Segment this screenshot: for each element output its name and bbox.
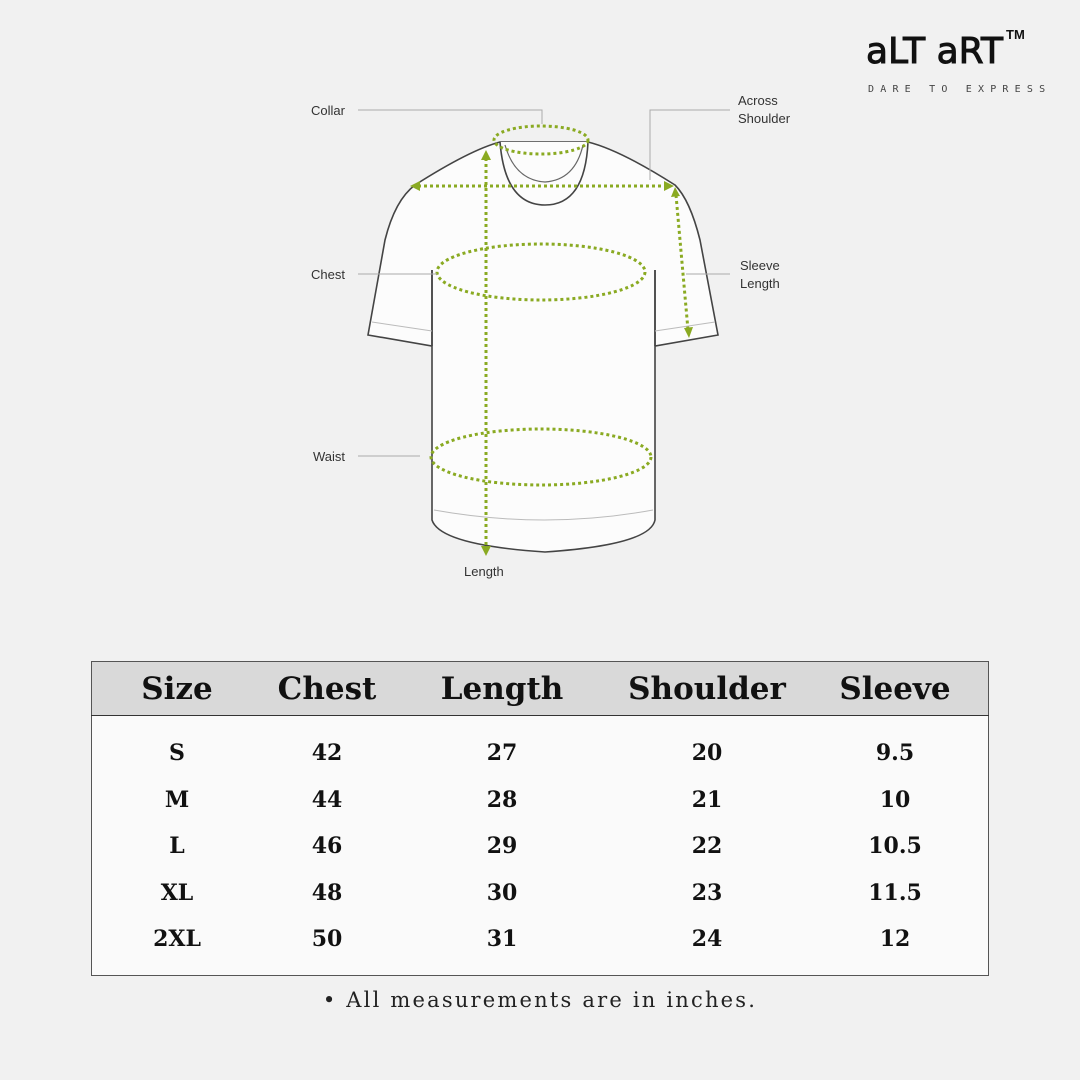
- cell-chest: 50: [311, 926, 343, 953]
- collar-label: Collar: [311, 103, 346, 118]
- sleeve-length-label: Sleeve: [740, 258, 780, 273]
- brand-logo: aLT aRT TM DARE TO EXPRESS: [865, 27, 1066, 108]
- cell-chest: 46: [311, 833, 343, 860]
- table-row: 2XL 50 31 24 12: [92, 916, 989, 975]
- cell-shoulder: 20: [691, 740, 723, 767]
- cell-length: 28: [486, 786, 518, 813]
- cell-sleeve: 10.5: [868, 833, 922, 860]
- cell-sleeve: 12: [879, 926, 911, 953]
- cell-length: 27: [486, 740, 518, 767]
- cell-size: M: [164, 786, 190, 813]
- trademark: TM: [1006, 27, 1025, 42]
- cell-sleeve: 11.5: [868, 879, 922, 906]
- arrow-heads: [410, 150, 693, 556]
- chest-measure: [435, 242, 647, 302]
- header-size: Size: [91, 661, 262, 716]
- cell-sleeve: 10: [879, 786, 911, 813]
- tshirt-measurement-diagram: Collar Across Shoulder Chest Sleeve Leng…: [311, 93, 791, 579]
- table-body: S 42 27 20 9.5 M 44 28 21 10 L 46 29 22 10.5 XL 48 30 23 11…: [91, 715, 989, 975]
- cell-size: S: [169, 740, 185, 767]
- logo-tagline: DARE TO EXPRESS: [868, 84, 1052, 95]
- cell-chest: 42: [311, 740, 343, 767]
- cell-chest: 44: [311, 786, 343, 813]
- sleeve-length-measure: [674, 194, 690, 331]
- leader-lines: [358, 109, 730, 457]
- table-row: L 46 29 22 10.5: [92, 823, 989, 870]
- measurement-note: • All measurements are in inches.: [322, 988, 758, 1012]
- measurement-guides: [418, 124, 690, 548]
- cell-shoulder: 22: [691, 833, 723, 860]
- cell-chest: 48: [311, 879, 343, 906]
- header-length: Length: [392, 661, 612, 716]
- tshirt-outline: [367, 141, 719, 553]
- cell-shoulder: 23: [691, 879, 723, 906]
- waist-measure: [429, 427, 653, 487]
- header-sleeve: Sleeve: [802, 661, 989, 716]
- sleeve-length-label-2: Length: [740, 276, 780, 291]
- table-row: M 44 28 21 10: [92, 777, 989, 824]
- cell-sleeve: 9.5: [875, 740, 915, 767]
- size-chart-table: Size Chest Length Shoulder Sleeve S 42 27 2…: [91, 661, 989, 976]
- cell-shoulder: 21: [691, 786, 723, 813]
- cell-size: 2XL: [153, 926, 201, 953]
- cell-length: 30: [486, 879, 518, 906]
- table-header: Size Chest Length Shoulder Sleeve: [91, 661, 989, 716]
- table-row: S 42 27 20 9.5: [92, 716, 989, 777]
- header-shoulder: Shoulder: [612, 661, 802, 716]
- collar-measure: [492, 124, 590, 156]
- across-shoulder-label: Across: [738, 93, 778, 108]
- chest-label: Chest: [311, 267, 345, 282]
- waist-label: Waist: [313, 449, 345, 464]
- cell-size: XL: [160, 879, 194, 906]
- cell-shoulder: 24: [691, 926, 723, 953]
- table-row: XL 48 30 23 11.5: [92, 870, 989, 917]
- cell-length: 29: [486, 833, 518, 860]
- cell-size: L: [169, 833, 185, 860]
- logo-text: aLT aRT: [865, 31, 1004, 73]
- length-label: Length: [464, 564, 504, 579]
- logo-row: aLT aRT TM: [865, 27, 1066, 76]
- cell-length: 31: [486, 926, 518, 953]
- header-chest: Chest: [262, 661, 392, 716]
- across-shoulder-label-2: Shoulder: [738, 111, 791, 126]
